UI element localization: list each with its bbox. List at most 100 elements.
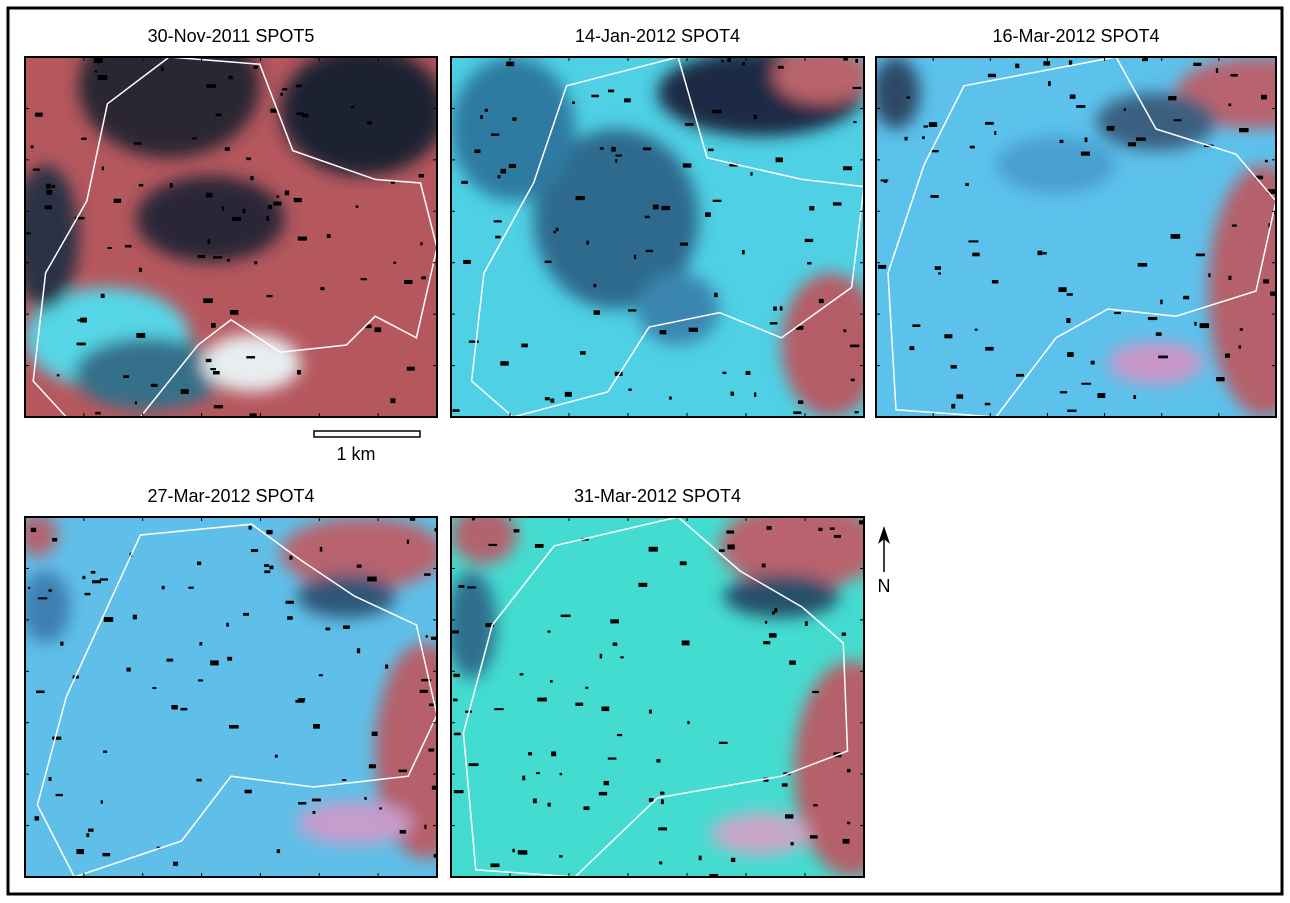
contour-fleck — [1043, 61, 1051, 66]
contour-fleck — [246, 157, 251, 161]
study-boundary — [462, 517, 849, 877]
contour-fleck — [273, 201, 282, 206]
contour-fleck — [30, 527, 37, 533]
contour-fleck — [103, 617, 114, 622]
terrain-patch — [1096, 93, 1216, 151]
panel-frame — [875, 56, 1277, 418]
contour-fleck — [798, 400, 804, 404]
contour-fleck — [205, 358, 212, 363]
contour-fleck — [722, 371, 727, 375]
contour-fleck — [124, 244, 132, 248]
contour-fleck — [611, 146, 616, 152]
contour-fleck — [832, 202, 842, 206]
contour-fleck — [769, 322, 778, 325]
contour-fleck — [74, 216, 85, 220]
contour-fleck — [206, 84, 217, 88]
contour-fleck — [599, 653, 603, 659]
contour-fleck — [229, 725, 239, 729]
contour-fleck — [420, 242, 423, 246]
contour-fleck — [544, 397, 550, 401]
contour-fleck — [390, 181, 395, 184]
contour-fleck — [250, 549, 259, 553]
contour-fleck — [132, 614, 137, 620]
contour-fleck — [1264, 159, 1268, 163]
contour-fleck — [813, 804, 818, 807]
image-panel: 14-Jan-2012 SPOT4 — [450, 26, 865, 418]
contour-fleck — [559, 772, 563, 776]
contour-fleck — [406, 539, 410, 544]
contour-fleck — [775, 157, 783, 163]
contour-fleck — [513, 529, 520, 533]
contour-fleck — [564, 391, 572, 397]
contour-fleck — [580, 351, 586, 355]
contour-fleck — [297, 370, 301, 375]
contour-fleck — [488, 543, 498, 546]
contour-fleck — [44, 205, 53, 210]
contour-fleck — [1066, 293, 1073, 296]
contour-fleck — [180, 389, 189, 394]
terrain-patch — [636, 273, 720, 345]
terrain-patch — [996, 136, 1116, 194]
terrain-patch — [25, 517, 58, 557]
contour-fleck — [326, 234, 331, 239]
terrain-patch — [136, 175, 285, 263]
contour-fleck — [660, 791, 665, 795]
contour-fleck — [708, 148, 714, 152]
contour-fleck — [267, 204, 273, 210]
contour-fleck — [789, 660, 796, 665]
contour-fleck — [852, 86, 862, 90]
terrain-patch — [280, 517, 437, 589]
contour-fleck — [430, 636, 437, 640]
terrain-patch — [1108, 341, 1204, 385]
snow-contour — [25, 58, 426, 417]
contour-fleck — [94, 70, 98, 73]
contour-fleck — [287, 616, 293, 620]
contour-fleck — [777, 65, 784, 69]
contour-fleck — [645, 249, 654, 253]
contour-fleck — [843, 329, 847, 333]
contour-fleck — [659, 861, 663, 865]
contour-fleck — [1228, 275, 1232, 281]
contour-fleck — [254, 261, 258, 265]
contour-fleck — [833, 535, 841, 538]
contour-fleck — [550, 398, 555, 403]
contour-fleck — [656, 759, 661, 763]
contour-fleck — [807, 262, 812, 265]
contour-fleck — [364, 796, 367, 800]
contour-fleck — [1106, 125, 1115, 131]
contour-fleck — [227, 656, 233, 661]
contour-fleck — [843, 57, 848, 61]
contour-fleck — [82, 575, 86, 580]
contour-fleck — [615, 159, 618, 163]
contour-fleck — [37, 597, 48, 600]
contour-fleck — [781, 783, 788, 787]
contour-fleck — [842, 838, 850, 844]
contour-fleck — [1016, 373, 1024, 377]
contour-fleck — [1183, 295, 1190, 300]
study-boundary — [32, 57, 437, 417]
contour-fleck — [284, 190, 290, 196]
contour-fleck — [404, 279, 413, 285]
contour-fleck — [850, 378, 855, 382]
contour-fleck — [1059, 139, 1064, 144]
panel-frame — [450, 516, 865, 878]
contour-fleck — [712, 109, 722, 114]
contour-fleck — [280, 92, 283, 96]
contour-fleck — [242, 208, 246, 214]
terrain-patch — [451, 517, 518, 564]
contour-fleck — [390, 398, 396, 404]
contour-fleck — [1208, 273, 1211, 278]
terrain-patch — [711, 812, 811, 856]
contour-fleck — [90, 570, 96, 574]
terrain-patch — [74, 337, 223, 410]
contour-fleck — [593, 283, 597, 288]
contour-fleck — [1239, 328, 1243, 331]
contour-fleck — [1135, 137, 1146, 141]
contour-fleck — [431, 785, 437, 790]
contour-fleck — [598, 791, 608, 796]
contour-fleck — [1173, 119, 1182, 122]
contour-fleck — [173, 861, 179, 866]
contour-fleck — [681, 640, 690, 646]
contour-fleck — [355, 205, 359, 208]
contour-fleck — [34, 816, 40, 821]
